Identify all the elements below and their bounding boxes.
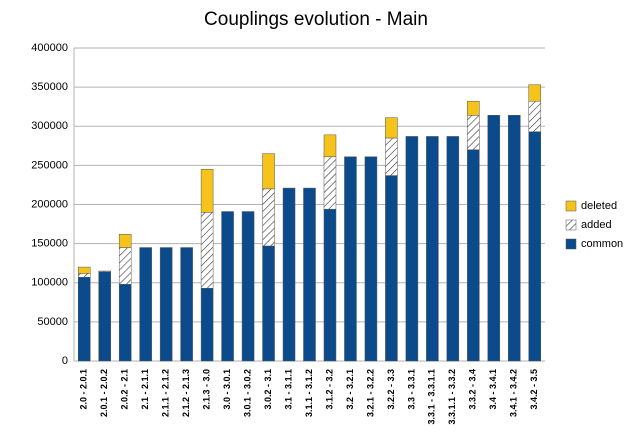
- bar-segment: [282, 187, 296, 362]
- x-tick-label: 2.0 - 2.0.1: [79, 369, 89, 410]
- x-tick-label: 3.1 - 3.1.1: [283, 369, 293, 410]
- x-tick-label: 3.2 - 3.2.1: [345, 369, 355, 410]
- bar-segment: [344, 156, 357, 362]
- bar-segment: [221, 211, 234, 362]
- bar-segment: [385, 117, 398, 139]
- bar-segment: [467, 149, 480, 362]
- bar-segment: [200, 212, 214, 289]
- bar-segment: [98, 271, 111, 362]
- bar-segment: [385, 175, 398, 362]
- bar-segment: [262, 153, 275, 190]
- bar-segment: [200, 287, 214, 362]
- x-tick-label: 3.4.2 - 3.5: [529, 369, 539, 410]
- bar-segment: [262, 245, 275, 362]
- x-tick-label: 2.0.2 - 2.1: [120, 369, 130, 410]
- bar-segment: [159, 247, 173, 362]
- bar-segment: [467, 115, 480, 150]
- legend-swatch: [565, 200, 577, 212]
- x-tick-label: 3.2.1 - 3.2.2: [365, 369, 375, 417]
- legend-label: common: [581, 238, 623, 250]
- x-tick-label: 3.2.2 - 3.3: [386, 369, 396, 410]
- bar-segment: [446, 136, 460, 362]
- x-tick-label: 3.3.1 - 3.3.1.1: [427, 369, 437, 425]
- x-tick-label: 2.1.3 - 3.0: [201, 369, 211, 410]
- y-tick-label: 250000: [31, 159, 68, 171]
- x-tick-label: 3.1.1 - 3.1.2: [304, 369, 314, 417]
- bar-segment: [139, 247, 152, 362]
- x-tick-label: 3.4.1 - 3.4.2: [509, 369, 519, 417]
- bar-segment: [528, 84, 542, 102]
- bar-segment: [323, 134, 337, 158]
- legend-label: deleted: [581, 200, 617, 212]
- y-tick-label: 50000: [37, 316, 68, 328]
- bar-segment: [487, 115, 501, 362]
- y-tick-label: 150000: [31, 238, 68, 250]
- y-tick-label: 400000: [31, 42, 68, 54]
- bar-segment: [98, 270, 111, 273]
- bar-segment: [118, 284, 132, 362]
- bar-segment: [385, 137, 398, 176]
- bar-segment: [467, 100, 480, 116]
- x-tick-label: 3.4 - 3.4.1: [488, 369, 498, 410]
- bar-segment: [77, 266, 91, 274]
- x-tick-label: 3.0 - 3.0.1: [222, 369, 232, 410]
- x-tick-label: 2.0.1 - 2.0.2: [99, 369, 109, 417]
- y-tick-label: 350000: [31, 81, 68, 93]
- x-tick-label: 3.1.2 - 3.2: [324, 369, 334, 410]
- chart-title: Couplings evolution - Main: [204, 9, 428, 30]
- x-tick-label: 2.1 - 2.1.1: [140, 369, 150, 410]
- x-tick-label: 3.3.2 - 3.4: [468, 369, 478, 410]
- x-tick-label: 3.3 - 3.3.1: [406, 369, 416, 410]
- bar-segment: [426, 136, 439, 362]
- bar-segment: [180, 247, 193, 362]
- bar-segment: [77, 277, 91, 362]
- bar-segment: [77, 273, 91, 278]
- x-tick-label: 2.1.2 - 2.1.3: [181, 369, 191, 417]
- x-tick-label: 3.3.1.1 - 3.3.2: [447, 369, 457, 425]
- bar-segment: [200, 169, 214, 213]
- y-tick-label: 100000: [31, 277, 68, 289]
- legend-swatch: [565, 238, 577, 250]
- bar-segment: [323, 208, 337, 362]
- bar-segment: [508, 115, 521, 362]
- x-tick-label: 3.0.2 - 3.1: [263, 369, 273, 410]
- bar-segment: [262, 188, 275, 247]
- legend-label: added: [581, 219, 612, 231]
- y-tick-label: 0: [62, 355, 68, 367]
- bar-segment: [528, 131, 542, 362]
- bar-segment: [405, 136, 419, 362]
- legend-swatch: [565, 219, 577, 231]
- bar-segment: [303, 187, 316, 362]
- bar-segment: [364, 156, 378, 362]
- y-tick-label: 300000: [31, 120, 68, 132]
- bar-segment: [118, 247, 132, 285]
- bar-segment: [323, 156, 337, 210]
- bar-segment: [528, 100, 542, 132]
- x-tick-label: 3.0.1 - 3.0.2: [242, 369, 252, 417]
- y-tick-label: 200000: [31, 198, 68, 210]
- x-tick-label: 2.1.1 - 2.1.2: [161, 369, 171, 417]
- bar-segment: [118, 233, 132, 248]
- bar-segment: [241, 211, 255, 362]
